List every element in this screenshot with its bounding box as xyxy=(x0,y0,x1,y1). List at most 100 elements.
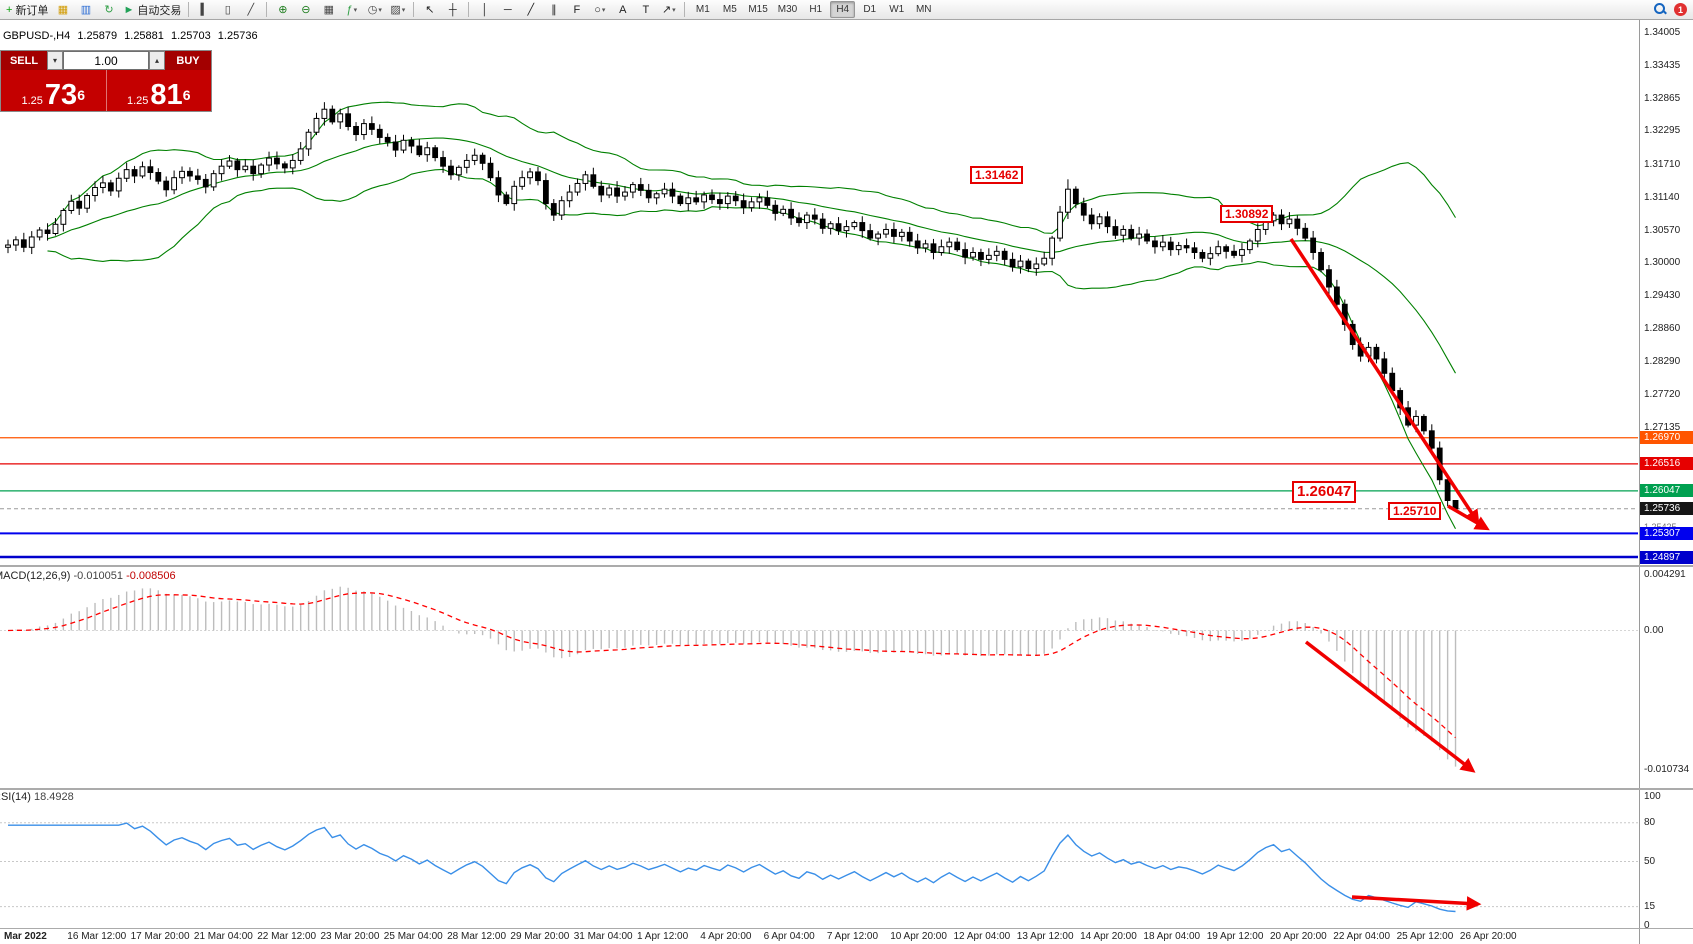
fibonacci-icon[interactable]: F xyxy=(566,1,587,18)
bar-chart-icon[interactable]: ▍ xyxy=(194,1,215,18)
indicators-icon-glyph: ƒ xyxy=(346,3,353,16)
buy-button[interactable]: BUY xyxy=(165,51,211,70)
channel-icon[interactable]: ∥ xyxy=(543,1,564,18)
pane-separator-rsi[interactable] xyxy=(0,788,1693,790)
rsi-indicator-title: RSI(14) 18.4928 xyxy=(0,791,74,803)
shapes-icon[interactable]: ○ ▾ xyxy=(589,1,610,18)
periods-icon[interactable]: ◷ ▾ xyxy=(364,1,385,18)
rsi-scale-label: 100 xyxy=(1644,791,1661,802)
price-scale[interactable]: 1.34005 1.33435 1.32865 1.32295 1.31710 1.311… xyxy=(1639,20,1693,944)
data-window-icon-glyph: ▥ xyxy=(80,4,92,16)
chevron-down-icon: ▾ xyxy=(601,6,606,14)
time-axis-label: 25 Mar 04:00 xyxy=(383,931,443,942)
search-icon[interactable] xyxy=(1654,3,1667,16)
price-tick: 1.28290 xyxy=(1644,355,1681,367)
cursor-icon[interactable]: ↖ xyxy=(419,1,440,18)
zoom-out-icon[interactable]: ⊖ xyxy=(295,1,316,18)
toolbar-separator xyxy=(413,2,415,17)
auto-trading-button[interactable]: ► 自动交易 xyxy=(121,1,183,18)
text-label-icon[interactable]: T xyxy=(635,1,656,18)
time-axis-label: 28 Mar 12:00 xyxy=(447,931,507,942)
time-axis-label: 22 Mar 12:00 xyxy=(257,931,317,942)
macd-scale-top: 0.004291 xyxy=(1644,568,1686,580)
periods-icon-glyph: ◷ xyxy=(367,4,378,16)
candlestick-chart-icon[interactable]: ▯ xyxy=(217,1,238,18)
new-order-glyph: + xyxy=(6,3,13,16)
refresh-icon-glyph: ↻ xyxy=(104,4,114,16)
price-annotation-high-2[interactable]: 1.30892 xyxy=(1220,205,1274,223)
new-order-button[interactable]: + 新订单 xyxy=(4,1,50,18)
rsi-scale-label: 80 xyxy=(1644,816,1656,828)
crosshair-icon-glyph: ┼ xyxy=(448,3,457,16)
chevron-down-icon: ▾ xyxy=(378,6,382,14)
data-window-icon[interactable]: ▥ xyxy=(75,1,96,18)
template-icon[interactable]: ▨ ▾ xyxy=(387,1,408,18)
timeframe-h4[interactable]: H4 xyxy=(830,1,856,18)
volume-dropdown-icon[interactable]: ▾ xyxy=(47,51,63,70)
timeframe-m30[interactable]: M30 xyxy=(777,4,798,15)
buy-price-big: 81 xyxy=(150,79,183,111)
time-axis-label: 19 Apr 12:00 xyxy=(1206,931,1264,942)
market-watch-icon[interactable]: ▦ xyxy=(52,1,73,18)
arrows-icon[interactable]: ↗ ▾ xyxy=(658,1,679,18)
refresh-icon[interactable]: ↻ xyxy=(98,1,119,18)
chevron-down-icon: ▾ xyxy=(401,6,406,14)
fibonacci-icon-glyph: F xyxy=(573,3,581,16)
crosshair-icon[interactable]: ┼ xyxy=(442,1,463,18)
buy-price-display[interactable]: 1.25 81 6 xyxy=(107,70,212,111)
toolbar-separator xyxy=(266,2,268,17)
timeframe-h1[interactable]: H1 xyxy=(809,4,823,15)
time-axis-label: 10 Apr 20:00 xyxy=(890,931,947,942)
toolbar-separator xyxy=(188,2,190,17)
timeframe-m1[interactable]: M1 xyxy=(695,4,710,15)
time-axis-label: 20 Apr 20:00 xyxy=(1270,931,1327,942)
toolbar: + 新订单 ▦ ▥ ↻ ► 自动交易 ▍ ▯ ╱ ⊕ ⊖ ▦ ƒ ▾ ◷ ▾ ▨ ▾ ↖ ┼ │ ─ ╱ ∥ F ○ ▾ A T ↗ ▾ M1 M… xyxy=(0,0,1693,20)
price-level-label: 1.26516 xyxy=(1640,457,1693,471)
notification-badge[interactable]: 1 xyxy=(1674,3,1687,16)
text-icon-glyph: A xyxy=(619,3,627,16)
rsi-scale-label: 0 xyxy=(1644,920,1650,931)
price-tick: 1.32295 xyxy=(1644,125,1681,137)
sell-button[interactable]: SELL xyxy=(1,51,47,70)
shapes-icon-glyph: ○ xyxy=(594,3,601,16)
chevron-down-icon: ▾ xyxy=(672,6,676,14)
timeframe-w1[interactable]: W1 xyxy=(889,4,905,15)
volume-stepper-icon[interactable]: ▴ xyxy=(149,51,165,70)
timeframe-mn[interactable]: MN xyxy=(915,4,932,15)
vline-icon[interactable]: │ xyxy=(474,1,495,18)
cursor-icon-glyph: ↖ xyxy=(425,4,435,16)
chevron-down-icon: ▾ xyxy=(353,6,358,14)
price-tick: 1.27720 xyxy=(1644,388,1681,400)
sell-price-display[interactable]: 1.25 73 6 xyxy=(1,70,107,111)
tile-windows-icon-glyph: ▦ xyxy=(323,4,335,16)
time-axis[interactable]: Mar 2022 16 Mar 12:00 17 Mar 20:00 21 Mar 0… xyxy=(0,929,1638,944)
text-icon[interactable]: A xyxy=(612,1,633,18)
price-annotation-high-1[interactable]: 1.31462 xyxy=(970,166,1024,184)
volume-input[interactable] xyxy=(63,51,149,70)
indicators-icon[interactable]: ƒ ▾ xyxy=(341,1,362,18)
zoom-in-icon[interactable]: ⊕ xyxy=(272,1,293,18)
price-tick: 1.33435 xyxy=(1644,59,1681,71)
price-annotation-low[interactable]: 1.25710 xyxy=(1388,502,1442,520)
hline-icon[interactable]: ─ xyxy=(497,1,518,18)
timeframe-m5[interactable]: M5 xyxy=(722,4,737,15)
auto-trading-glyph: ► xyxy=(123,3,135,16)
arrows-icon-glyph: ↗ xyxy=(661,4,672,16)
price-annotation-level[interactable]: 1.26047 xyxy=(1292,481,1357,503)
tile-windows-icon[interactable]: ▦ xyxy=(318,1,339,18)
pane-separator-macd[interactable] xyxy=(0,565,1693,567)
price-level-label: 1.24897 xyxy=(1640,550,1693,564)
timeframe-m15[interactable]: M15 xyxy=(748,4,768,15)
trendline-icon[interactable]: ╱ xyxy=(520,1,541,18)
price-tick-minor: 1.25425 xyxy=(1644,522,1677,532)
chart-canvas[interactable] xyxy=(0,20,1638,928)
price-tick: 1.30570 xyxy=(1644,224,1681,236)
bar-low: 1.25703 xyxy=(170,30,211,42)
time-axis-label: 21 Mar 04:00 xyxy=(193,931,253,942)
line-chart-icon[interactable]: ╱ xyxy=(240,1,261,18)
vline-icon-glyph: │ xyxy=(481,3,489,16)
trendline-icon-glyph: ╱ xyxy=(527,4,535,16)
timeframe-d1[interactable]: D1 xyxy=(863,4,877,15)
template-icon-glyph: ▨ xyxy=(390,4,401,16)
time-axis-label: 29 Mar 20:00 xyxy=(510,931,570,942)
